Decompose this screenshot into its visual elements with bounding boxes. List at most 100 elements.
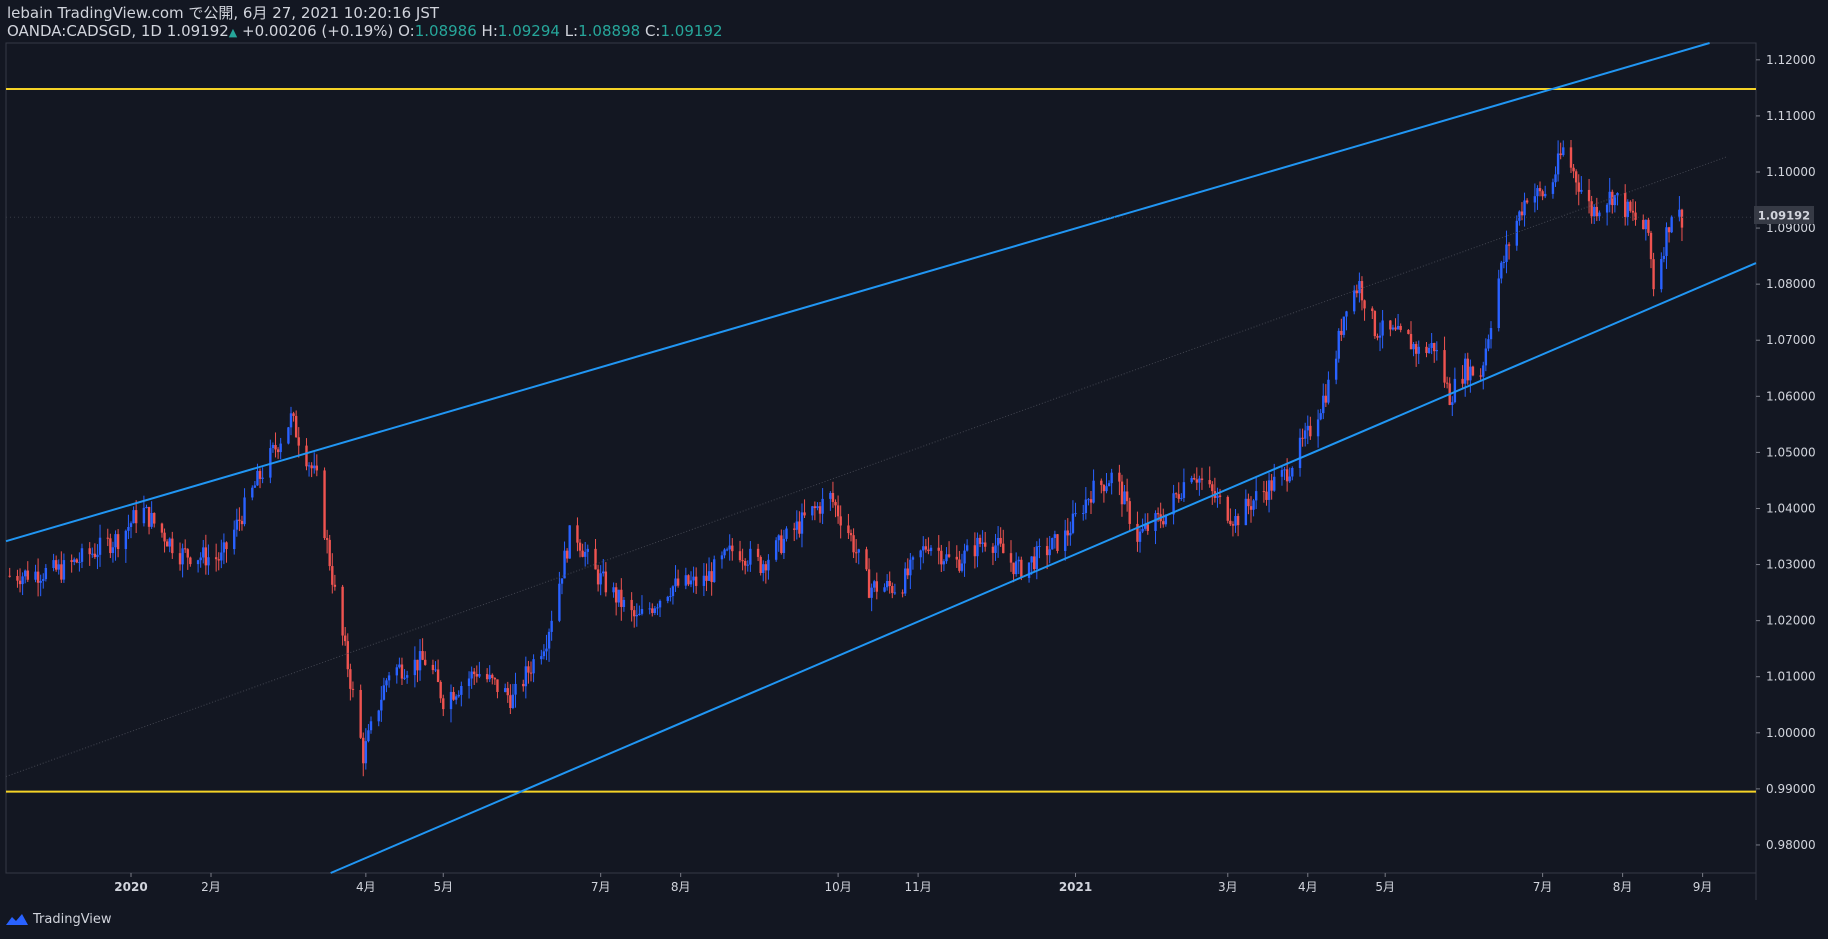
candle-body	[488, 674, 491, 680]
candle-body	[183, 548, 187, 550]
candle-body	[1309, 425, 1312, 437]
candle-body	[903, 568, 907, 594]
candle-body	[940, 550, 943, 565]
candle-body	[1433, 343, 1436, 352]
candle-body	[857, 549, 860, 553]
candle-body	[1193, 478, 1196, 480]
candle-body	[762, 564, 765, 573]
price-tick-label: 1.07000	[1766, 333, 1816, 347]
candle-body	[88, 548, 91, 555]
candle-body	[1562, 147, 1565, 156]
candle-body	[1482, 365, 1485, 377]
candle-body	[1518, 211, 1521, 221]
candle-body	[1605, 204, 1609, 213]
candle-body	[558, 583, 561, 621]
candle-body	[1303, 430, 1307, 439]
candle-body	[491, 674, 494, 679]
candle-body	[91, 553, 94, 555]
price-tick-label: 1.04000	[1766, 501, 1816, 515]
candle-body	[836, 505, 840, 517]
footer[interactable]: TradingView	[5, 912, 112, 927]
candle-body	[648, 608, 651, 610]
candle-body	[1569, 147, 1573, 168]
candle-body	[1218, 495, 1222, 497]
candle-body	[829, 492, 832, 499]
candle-body	[457, 694, 460, 697]
candle-body	[1536, 188, 1539, 197]
price-axis[interactable]: 0.98000 0.99000 1.00000 1.01000 1.02000 1.030…	[1756, 53, 1816, 852]
candle-body	[1371, 308, 1374, 312]
candle-body	[1123, 491, 1126, 505]
candle-body	[279, 443, 282, 453]
candle-body	[617, 589, 620, 603]
candle-body	[1461, 378, 1464, 384]
candle-body	[1027, 562, 1031, 578]
candle-body	[991, 546, 995, 553]
candle-body	[243, 497, 246, 525]
candle-body	[545, 648, 548, 652]
candle-body	[1002, 543, 1005, 554]
time-axis[interactable]: 2020 2月 4月 5月 7月 8月 10月 11月 2021 3月 4月 5月 7月 8月 9月	[114, 873, 1712, 894]
candle-body	[924, 546, 928, 550]
price-tick-label: 1.08000	[1766, 277, 1816, 291]
candle-body	[134, 510, 138, 524]
candle-body	[506, 688, 509, 696]
candle-body	[343, 635, 347, 642]
candle-body	[1660, 258, 1663, 290]
candle-body	[1045, 546, 1049, 556]
candle-body	[1463, 358, 1467, 384]
candle-body	[981, 542, 984, 544]
candle-body	[485, 673, 489, 680]
candle-body	[1342, 316, 1346, 335]
close-value: 1.09192	[660, 22, 723, 40]
candle-body	[867, 569, 871, 598]
time-tick-label: 4月	[1298, 880, 1318, 894]
candle-body	[1574, 171, 1578, 183]
candle-body	[849, 533, 853, 536]
candle-body	[1270, 480, 1273, 491]
candle-body	[1035, 546, 1039, 570]
candle-body	[413, 659, 417, 676]
candle-body	[529, 672, 533, 674]
candle-body	[333, 584, 337, 587]
candle-body	[746, 564, 749, 566]
candle-body	[1316, 419, 1320, 437]
candle-body	[1626, 201, 1629, 217]
candle-body	[1631, 210, 1635, 213]
candle-body	[1507, 244, 1511, 246]
candle-body	[1678, 209, 1681, 217]
price-tick-label: 1.02000	[1766, 614, 1816, 628]
candle-body	[674, 578, 677, 587]
candle-body	[204, 547, 208, 566]
price-tick-label: 1.05000	[1766, 445, 1816, 459]
candle-body	[1110, 472, 1113, 484]
candle-body	[23, 570, 27, 577]
candle-body	[620, 589, 623, 607]
candle-body	[689, 580, 693, 585]
candle-body	[114, 534, 117, 548]
candle-body	[839, 516, 842, 526]
candle-body	[217, 559, 220, 561]
candle-body	[1445, 382, 1449, 384]
open-value: 1.08986	[414, 22, 477, 40]
candle-body	[1391, 327, 1395, 330]
candle-body	[1089, 499, 1093, 503]
candle-body	[418, 651, 422, 671]
candle-body	[1177, 494, 1180, 499]
candle-body	[364, 741, 368, 764]
candle-body	[524, 666, 528, 687]
candle-body	[1355, 290, 1359, 294]
candle-body	[400, 664, 404, 679]
candle-body	[1009, 553, 1013, 563]
candle-body	[1523, 200, 1526, 216]
candle-body	[1634, 212, 1637, 220]
candle-body	[163, 532, 166, 542]
candle-body	[854, 552, 858, 554]
candle-body	[165, 541, 169, 547]
candle-body	[1195, 479, 1199, 483]
candle-body	[1231, 524, 1235, 526]
candle-body	[1443, 350, 1446, 383]
candle-body	[671, 586, 675, 597]
candle-body	[478, 673, 481, 677]
